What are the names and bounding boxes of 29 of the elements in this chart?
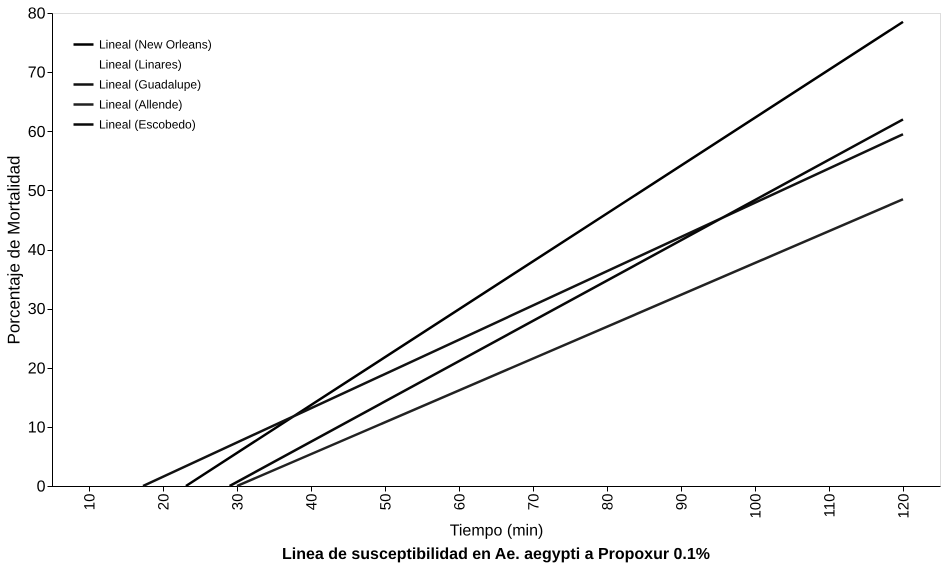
y-tick-label: 60 [28, 124, 46, 141]
y-tick-label: 20 [28, 360, 46, 378]
y-tick-label: 30 [28, 301, 46, 318]
legend-label: Lineal (Guadalupe) [99, 78, 202, 92]
legend-label: Lineal (New Orleans) [99, 38, 212, 52]
x-tick-label: 90 [674, 494, 690, 510]
x-tick-label: 100 [748, 494, 764, 519]
y-tick-label: 0 [36, 478, 46, 496]
legend-label: Lineal (Allende) [99, 98, 182, 112]
x-axis-title: Tiempo (min) [450, 522, 544, 540]
y-tick-label: 40 [28, 242, 46, 259]
y-tick-label: 80 [28, 6, 46, 22]
x-tick-label: 120 [896, 494, 912, 519]
x-tick-label: 70 [526, 494, 542, 510]
x-tick-label: 20 [156, 494, 172, 510]
x-tick-label: 60 [452, 494, 468, 510]
x-tick-label: 30 [230, 494, 246, 510]
x-tick-label: 80 [600, 494, 616, 510]
x-tick-label: 10 [82, 494, 98, 510]
y-tick-label: 50 [28, 182, 46, 200]
y-tick-label: 10 [28, 419, 46, 436]
x-tick-label: 50 [378, 494, 394, 510]
y-axis-title: Porcentaje de Mortalidad [4, 155, 24, 345]
text: Lineal (Linares) [99, 58, 182, 72]
text: Linea de susceptibilidad en Ae. aegypti a Propoxur 0.1% [282, 546, 710, 564]
x-tick-label: 110 [822, 494, 838, 518]
x-tick-label: 40 [304, 494, 320, 510]
y-tick-label: 70 [28, 64, 46, 82]
legend-label: Lineal (Escobedo) [99, 118, 196, 132]
